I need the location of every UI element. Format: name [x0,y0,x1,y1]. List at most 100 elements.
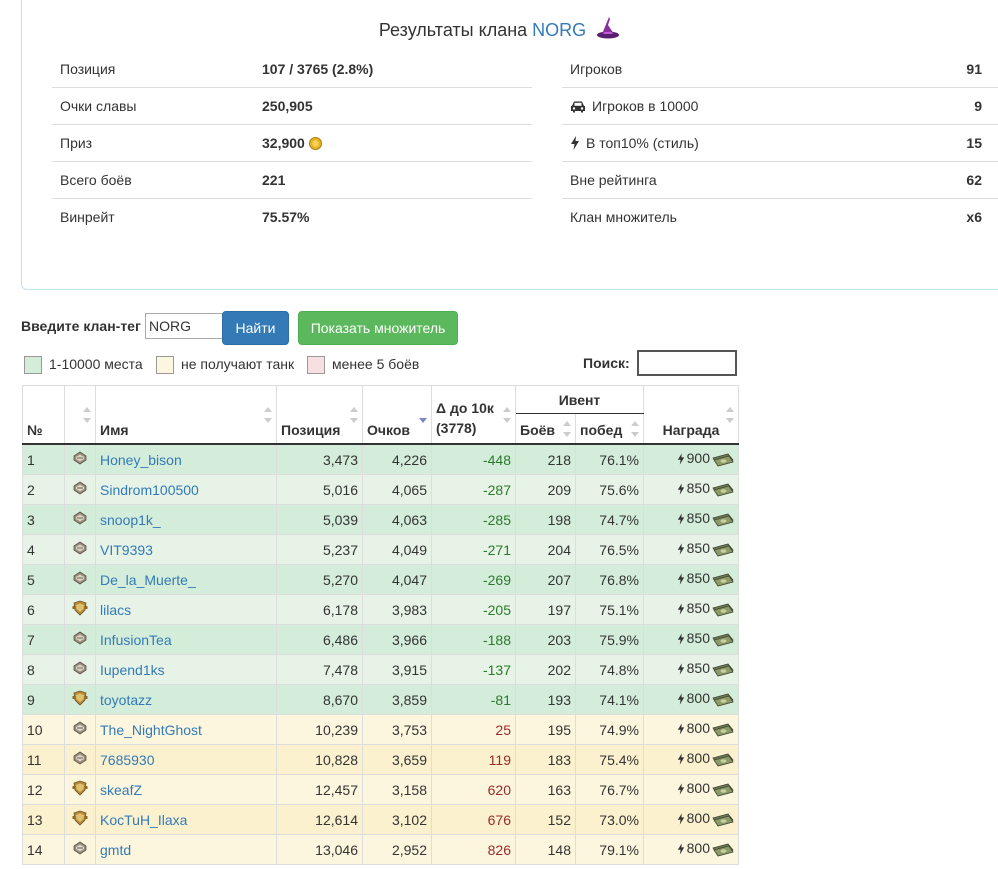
player-name-cell: 7685930 [95,744,277,775]
sort-desc-icon [419,407,427,423]
filter-input[interactable] [637,350,737,376]
rank-silver-icon [64,744,96,775]
position-cell: 10,239 [276,714,363,745]
table-row: 4 VIT9393 5,237 4,049 -271 204 76.5% 850 [22,534,739,565]
cash-icon [712,633,734,650]
delta-cell: -448 [431,443,516,475]
col-header-points[interactable]: Очков [362,385,432,445]
table-row: 1 Honey_bison 3,473 4,226 -448 218 76.1% 900 [22,443,739,475]
points-cell: 2,952 [362,834,432,865]
reward-cell: 800 [643,744,739,775]
battles-cell: 203 [515,624,576,655]
points-cell: 3,966 [362,624,432,655]
bolt-icon [677,812,685,828]
show-multiplier-button[interactable]: Показать множитель [298,311,458,345]
col-header-rank[interactable] [64,385,96,445]
bolt-icon [570,127,580,163]
stat-row: Игроков 91 [562,51,998,88]
player-link[interactable]: toyotazz [100,691,153,708]
player-link[interactable]: gmtd [100,841,132,858]
position-cell: 5,270 [276,564,363,595]
points-cell: 4,047 [362,564,432,595]
bolt-icon [677,722,685,738]
reward-cell: 800 [643,684,739,715]
points-cell: 4,063 [362,504,432,535]
table-row: 9 toyotazz 8,670 3,859 -81 193 74.1% 800 [22,684,739,715]
points-cell: 3,158 [362,774,432,805]
reward-cell: 900 [643,443,739,475]
position-cell: 12,614 [276,804,363,835]
legend-no-tank: не получают танк [156,354,294,374]
player-link[interactable]: Iupend1ks [100,661,165,678]
clan-tag-input[interactable] [145,313,225,339]
cash-icon [712,723,734,740]
table-row: 14 gmtd 13,046 2,952 826 148 79.1% 800 [22,834,739,865]
player-link[interactable]: The_NightGhost [100,721,202,738]
battles-cell: 152 [515,804,576,835]
reward-cell: 850 [643,594,739,625]
player-link[interactable]: InfusionTea [100,631,172,648]
player-link[interactable]: 7685930 [100,751,155,768]
table-row: 5 De_la_Muerte_ 5,270 4,047 -269 207 76.8% 850 [22,564,739,595]
rank-silver-icon [64,654,96,685]
col-header-battles[interactable]: Боёв [515,413,576,445]
bolt-icon [677,662,685,678]
car-icon [570,90,586,126]
delta-cell: 620 [431,774,516,805]
stat-value: 15 [966,135,982,151]
reward-cell: 800 [643,834,739,865]
table-row: 13 KocTuH_Ilaxa 12,614 3,102 676 152 73.0% 800 [22,804,739,835]
sort-icon [726,406,734,423]
table-row: 6 lilacs 6,178 3,983 -205 197 75.1% 850 [22,594,739,625]
points-cell: 4,065 [362,474,432,505]
stat-row: Приз 32,900 [52,125,532,162]
legend-swatch [307,356,325,374]
bolt-icon [677,692,685,708]
col-header-name[interactable]: Имя [95,385,277,445]
find-button[interactable]: Найти [222,311,289,345]
player-link[interactable]: VIT9393 [100,541,153,558]
delta-cell: 25 [431,714,516,745]
player-name-cell: Iupend1ks [95,654,277,685]
col-header-reward[interactable]: Награда [643,385,739,445]
stat-value: 91 [966,61,982,77]
position-cell: 8,670 [276,684,363,715]
position-cell: 3,473 [276,443,363,475]
wins-cell: 76.7% [575,774,644,805]
col-header-delta[interactable]: Δ до 10к (3778) [431,385,516,445]
player-link[interactable]: KocTuH_Ilaxa [100,811,188,828]
cash-icon [712,693,734,710]
reward-value: 850 [686,659,710,676]
player-link[interactable]: Honey_bison [100,451,182,468]
page-title: Результаты клана NORG [0,14,998,45]
delta-cell: 826 [431,834,516,865]
legend-label: не получают танк [181,356,295,372]
position-cell: 5,039 [276,504,363,535]
rank-silver-icon [64,564,96,595]
row-number: 10 [22,714,65,745]
rank-silver-icon [64,714,96,745]
coin-icon [308,127,322,163]
row-number: 8 [22,654,65,685]
wins-cell: 75.9% [575,624,644,655]
stat-label: Игроков [570,61,623,77]
player-link[interactable]: lilacs [100,601,132,618]
col-header-wins[interactable]: побед [575,413,644,445]
player-name-cell: skeafZ [95,774,277,805]
player-link[interactable]: Sindrom100500 [100,481,199,498]
points-cell: 4,049 [362,534,432,565]
clan-link[interactable]: NORG [532,20,587,40]
player-link[interactable]: snoop1k_ [100,511,161,528]
stat-value: 62 [966,172,982,188]
reward-value: 800 [686,839,710,856]
player-name-cell: Sindrom100500 [95,474,277,505]
wins-cell: 74.7% [575,504,644,535]
wins-cell: 75.4% [575,744,644,775]
player-name-cell: toyotazz [95,684,277,715]
sort-icon [264,406,272,423]
row-number: 11 [22,744,65,775]
player-link[interactable]: skeafZ [100,781,143,798]
player-link[interactable]: De_la_Muerte_ [100,571,196,588]
col-header-position[interactable]: Позиция [276,385,363,445]
col-header-num[interactable]: № [22,385,65,445]
